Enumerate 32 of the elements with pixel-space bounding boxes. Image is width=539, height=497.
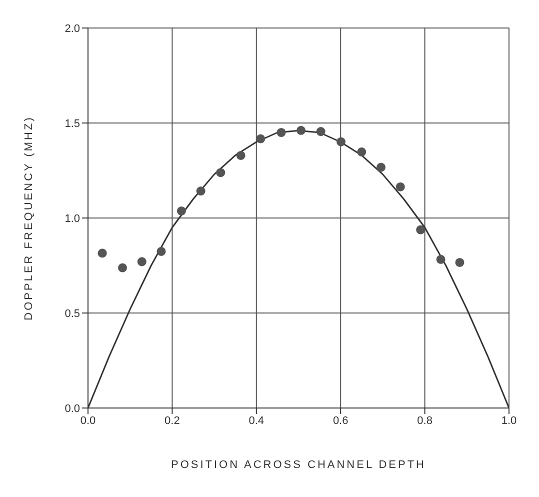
y-tick-label: 0.0 xyxy=(64,402,80,415)
point xyxy=(316,127,326,136)
point xyxy=(357,147,366,156)
x-tick-label: 1.0 xyxy=(501,414,517,427)
point xyxy=(296,126,306,135)
point xyxy=(137,257,146,266)
y-tick-label: 2.0 xyxy=(64,22,80,35)
x-tick-label: 0.8 xyxy=(417,414,432,427)
point xyxy=(455,258,464,267)
y-tick-label: 1.5 xyxy=(64,118,80,130)
x-axis-title: POSITION ACROSS CHANNEL DEPTH xyxy=(170,459,426,471)
point xyxy=(416,225,426,234)
y-tick-label: 0.5 xyxy=(64,308,80,320)
point xyxy=(156,246,166,256)
x-tick-label: 0.2 xyxy=(164,414,180,427)
x-tick-label: 0.0 xyxy=(80,414,96,427)
point xyxy=(396,182,405,192)
point xyxy=(196,186,206,196)
point xyxy=(376,162,386,172)
point xyxy=(436,254,446,264)
y-tick-label: 1.0 xyxy=(64,212,80,225)
y-axis-title: DOPPLER FREQUENCY (MHZ) xyxy=(22,116,35,320)
point xyxy=(336,137,346,146)
point xyxy=(176,206,186,216)
point xyxy=(98,248,107,258)
point xyxy=(276,128,286,138)
x-tick-label: 0.4 xyxy=(248,414,264,427)
point xyxy=(236,150,246,160)
point xyxy=(118,263,128,272)
point xyxy=(256,134,266,144)
point xyxy=(216,168,226,178)
x-tick-label: 0.6 xyxy=(332,414,348,427)
